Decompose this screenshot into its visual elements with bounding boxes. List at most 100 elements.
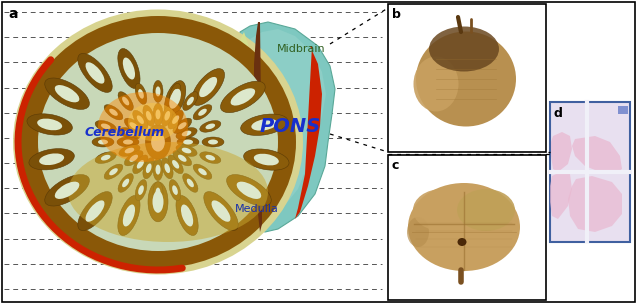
Ellipse shape <box>117 137 139 147</box>
Ellipse shape <box>155 164 161 174</box>
Ellipse shape <box>38 33 278 251</box>
Ellipse shape <box>27 114 73 135</box>
Ellipse shape <box>161 105 173 126</box>
Ellipse shape <box>153 159 163 181</box>
Ellipse shape <box>172 89 178 99</box>
Ellipse shape <box>129 155 138 162</box>
Ellipse shape <box>125 131 134 136</box>
Ellipse shape <box>172 185 178 195</box>
Ellipse shape <box>104 164 123 179</box>
Ellipse shape <box>123 140 133 144</box>
Ellipse shape <box>193 164 212 179</box>
Ellipse shape <box>202 137 224 147</box>
Text: a: a <box>8 7 17 21</box>
Ellipse shape <box>109 109 118 116</box>
Ellipse shape <box>13 9 303 275</box>
Ellipse shape <box>155 86 161 96</box>
Ellipse shape <box>192 69 224 105</box>
Ellipse shape <box>178 122 187 129</box>
Ellipse shape <box>148 182 168 222</box>
Ellipse shape <box>92 137 114 147</box>
Ellipse shape <box>155 109 161 119</box>
Ellipse shape <box>181 205 193 226</box>
Ellipse shape <box>169 180 181 201</box>
Polygon shape <box>550 172 572 219</box>
Ellipse shape <box>200 120 221 132</box>
Ellipse shape <box>254 154 279 165</box>
Ellipse shape <box>176 128 197 139</box>
Ellipse shape <box>211 200 231 222</box>
Bar <box>550 102 630 242</box>
Ellipse shape <box>137 160 144 169</box>
Ellipse shape <box>416 32 516 126</box>
Ellipse shape <box>468 59 513 109</box>
Ellipse shape <box>208 140 218 144</box>
Ellipse shape <box>55 182 80 199</box>
Ellipse shape <box>153 80 163 102</box>
Ellipse shape <box>98 140 108 144</box>
Ellipse shape <box>123 205 135 226</box>
Ellipse shape <box>172 115 179 124</box>
Ellipse shape <box>20 16 296 268</box>
Ellipse shape <box>152 191 164 213</box>
Ellipse shape <box>145 125 171 160</box>
Ellipse shape <box>45 78 89 109</box>
Ellipse shape <box>138 89 144 99</box>
Ellipse shape <box>45 174 89 206</box>
Ellipse shape <box>176 145 197 156</box>
Ellipse shape <box>413 189 471 231</box>
Text: Medulla: Medulla <box>235 204 279 214</box>
Ellipse shape <box>135 83 147 105</box>
Ellipse shape <box>101 123 110 129</box>
Ellipse shape <box>122 97 129 105</box>
Ellipse shape <box>155 188 161 198</box>
Ellipse shape <box>457 238 466 246</box>
Ellipse shape <box>177 137 199 147</box>
Ellipse shape <box>95 152 117 164</box>
Ellipse shape <box>183 174 198 192</box>
Bar <box>618 106 628 114</box>
Ellipse shape <box>183 140 193 144</box>
Ellipse shape <box>161 158 173 179</box>
Ellipse shape <box>37 119 62 130</box>
Ellipse shape <box>172 160 179 169</box>
Ellipse shape <box>125 148 134 153</box>
Ellipse shape <box>182 131 191 136</box>
Polygon shape <box>551 132 572 172</box>
Ellipse shape <box>118 174 133 192</box>
Ellipse shape <box>124 118 143 133</box>
Ellipse shape <box>153 103 163 126</box>
Ellipse shape <box>252 119 277 131</box>
Text: Midbrain: Midbrain <box>277 44 326 54</box>
Ellipse shape <box>119 145 140 156</box>
Ellipse shape <box>407 217 429 247</box>
Polygon shape <box>568 176 622 232</box>
Ellipse shape <box>129 122 138 129</box>
Ellipse shape <box>101 155 110 161</box>
Ellipse shape <box>98 92 188 162</box>
Ellipse shape <box>118 92 133 110</box>
Bar <box>388 155 546 300</box>
Ellipse shape <box>199 77 217 97</box>
Ellipse shape <box>169 89 181 109</box>
Ellipse shape <box>39 154 64 165</box>
Ellipse shape <box>429 26 499 71</box>
Ellipse shape <box>206 155 215 161</box>
Ellipse shape <box>85 62 104 84</box>
Ellipse shape <box>457 189 515 231</box>
Ellipse shape <box>193 105 212 120</box>
Ellipse shape <box>243 149 289 170</box>
Ellipse shape <box>168 155 183 174</box>
Ellipse shape <box>104 105 123 120</box>
Ellipse shape <box>187 179 194 187</box>
Ellipse shape <box>153 181 163 204</box>
Ellipse shape <box>78 54 112 92</box>
Ellipse shape <box>227 174 271 206</box>
Ellipse shape <box>198 109 207 116</box>
Ellipse shape <box>164 81 186 117</box>
Text: Cerebellum: Cerebellum <box>85 126 165 139</box>
Ellipse shape <box>198 168 207 175</box>
Ellipse shape <box>169 83 181 105</box>
Ellipse shape <box>29 149 75 170</box>
Ellipse shape <box>413 57 459 112</box>
